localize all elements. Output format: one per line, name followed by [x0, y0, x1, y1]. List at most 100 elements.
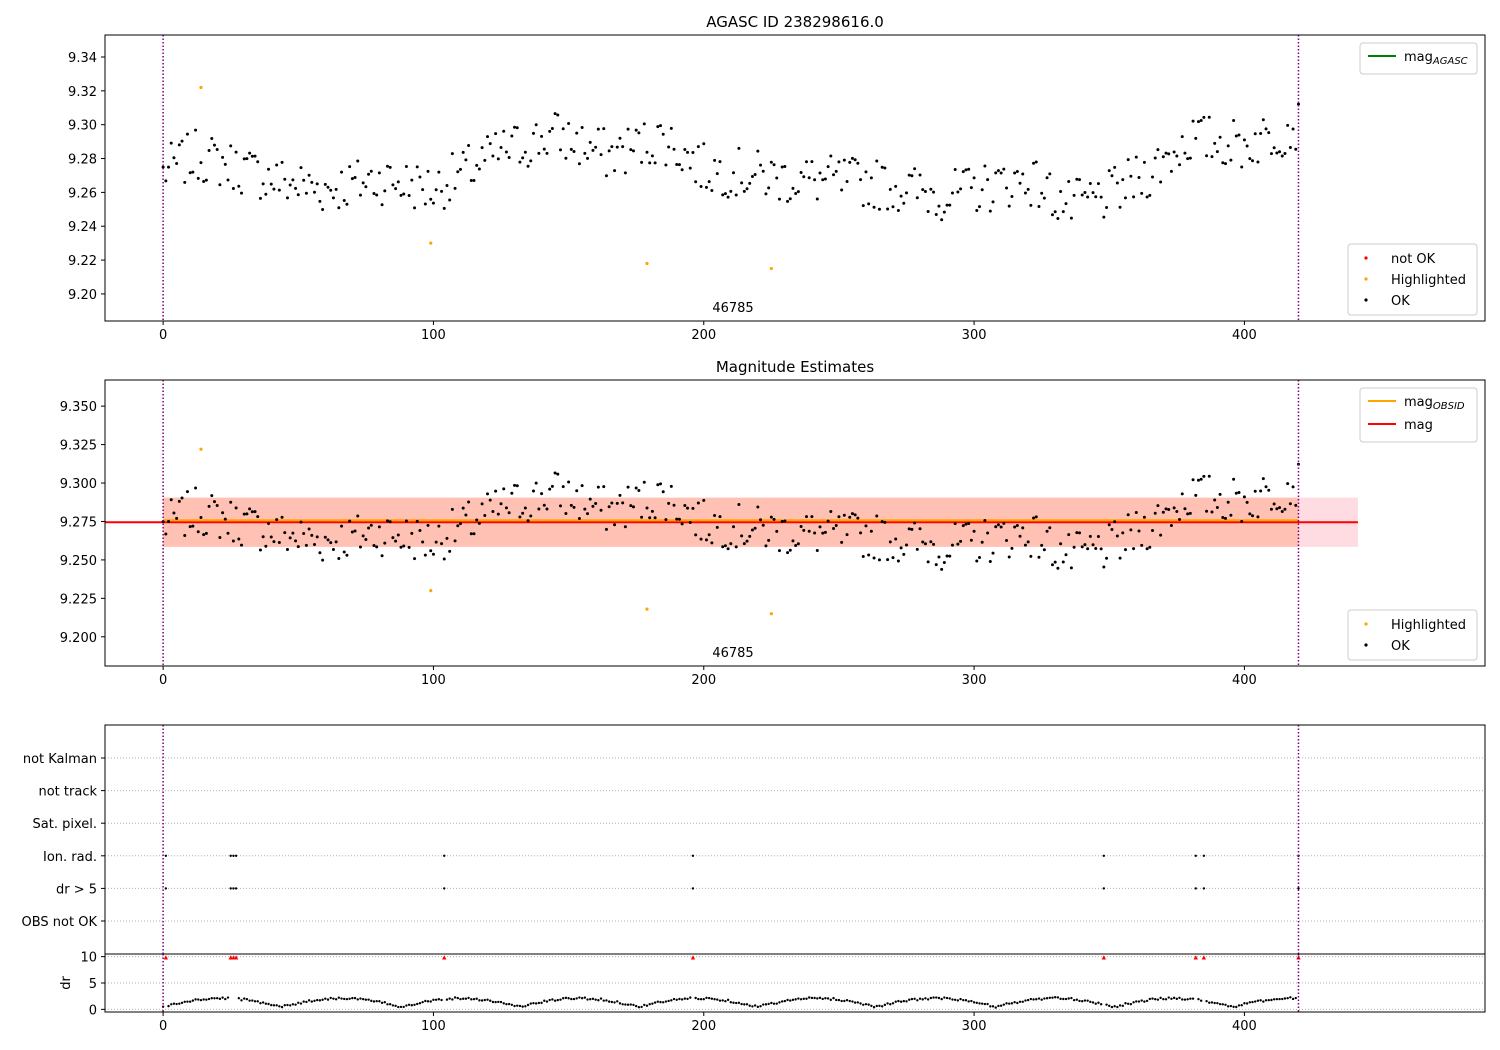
- ok-point: [453, 186, 457, 190]
- ok-point: [1061, 560, 1065, 564]
- x-tick-label: 0: [159, 673, 167, 688]
- ok-point: [472, 532, 476, 536]
- dr-point: [1075, 998, 1079, 1001]
- ok-point: [391, 536, 395, 540]
- ok-point: [688, 520, 692, 524]
- dr-point: [913, 997, 916, 1000]
- ok-point: [1086, 547, 1090, 551]
- ok-point: [172, 511, 176, 515]
- dr-point: [410, 1004, 414, 1007]
- ok-point: [1080, 193, 1084, 197]
- dr-point: [1064, 997, 1068, 1001]
- ok-point: [307, 527, 311, 531]
- ok-point: [1110, 174, 1114, 178]
- ok-point: [1167, 152, 1171, 156]
- ok-point: [1023, 191, 1027, 195]
- ok-point: [686, 506, 690, 510]
- dr-point: [640, 1005, 643, 1009]
- dr-point: [1021, 1000, 1024, 1003]
- ok-point: [1056, 216, 1060, 220]
- ok-point: [356, 514, 360, 518]
- ok-point: [188, 525, 192, 529]
- ok-point: [977, 205, 981, 209]
- ok-point: [618, 136, 622, 140]
- ok-point: [645, 150, 649, 154]
- ok-point: [550, 126, 554, 130]
- ok-point: [872, 205, 876, 209]
- ok-point: [272, 540, 276, 544]
- ok-point: [1056, 566, 1060, 570]
- ok-point: [215, 147, 219, 151]
- flags-panel-frame: [104, 724, 1486, 955]
- ok-point: [1021, 526, 1025, 530]
- dr-point: [1156, 998, 1160, 1001]
- ok-point: [302, 532, 306, 536]
- ok-point: [1291, 485, 1295, 489]
- ok-point: [767, 538, 771, 542]
- ok-point: [934, 213, 938, 217]
- dr-point: [1070, 996, 1073, 1000]
- ok-point: [440, 542, 444, 546]
- ok-point: [1045, 176, 1049, 180]
- dr-point: [937, 996, 941, 1000]
- dr-point: [1245, 1002, 1249, 1005]
- dr-point: [553, 999, 557, 1002]
- dr-point: [172, 1002, 176, 1005]
- dr-point: [270, 1003, 273, 1007]
- dr-point: [467, 996, 470, 1000]
- ok-point: [994, 171, 998, 175]
- ok-point: [340, 170, 344, 174]
- ok-point: [486, 492, 490, 496]
- dr-point: [261, 1001, 265, 1004]
- dr-point: [1178, 996, 1181, 1000]
- dr-point: [991, 1005, 995, 1008]
- ok-point: [694, 533, 698, 537]
- dr-point: [561, 997, 565, 1000]
- ok-point: [732, 525, 736, 529]
- ok-point: [275, 163, 279, 167]
- dr-point: [178, 1002, 181, 1005]
- ok-point: [580, 125, 584, 129]
- dr-point: [759, 1005, 762, 1008]
- ok-point: [710, 189, 714, 193]
- dr-point: [891, 1002, 895, 1005]
- ok-point: [226, 178, 230, 182]
- dr-point: [472, 997, 476, 1001]
- ok-point: [1253, 489, 1257, 493]
- dr-point: [616, 1000, 619, 1003]
- dr-point: [278, 1005, 281, 1008]
- ok-point: [256, 160, 260, 164]
- ok-point: [267, 522, 271, 526]
- ok-point: [648, 161, 652, 165]
- dr-point: [1167, 996, 1170, 999]
- ok-point: [1042, 548, 1046, 552]
- ok-point: [221, 511, 225, 515]
- ok-point: [299, 520, 303, 524]
- ok-point: [264, 192, 268, 196]
- ok-point: [1123, 196, 1127, 200]
- ok-point: [415, 519, 419, 523]
- ok-point: [842, 513, 846, 517]
- ok-point: [999, 171, 1003, 175]
- ok-point: [707, 533, 711, 537]
- dr-point: [475, 997, 478, 1000]
- ok-point: [467, 500, 471, 504]
- dr-point: [662, 1001, 665, 1004]
- ok-point: [796, 542, 800, 546]
- dr-point: [218, 997, 222, 1001]
- ok-point: [899, 194, 903, 198]
- ok-point: [1061, 210, 1065, 214]
- dr-point: [445, 998, 449, 1001]
- ok-point: [564, 156, 568, 160]
- legend-point-swatch: [1364, 622, 1368, 626]
- top-panel-obsid-label: 46785: [712, 301, 753, 316]
- dr-point: [1053, 996, 1057, 999]
- dr-point: [832, 996, 835, 1000]
- dr-point: [878, 1004, 881, 1008]
- dr-point: [1078, 999, 1081, 1003]
- ok-point: [480, 146, 484, 150]
- ok-point: [1164, 151, 1168, 155]
- dr-point: [1254, 1000, 1257, 1003]
- dr-point: [275, 1004, 278, 1007]
- ok-point: [185, 132, 189, 136]
